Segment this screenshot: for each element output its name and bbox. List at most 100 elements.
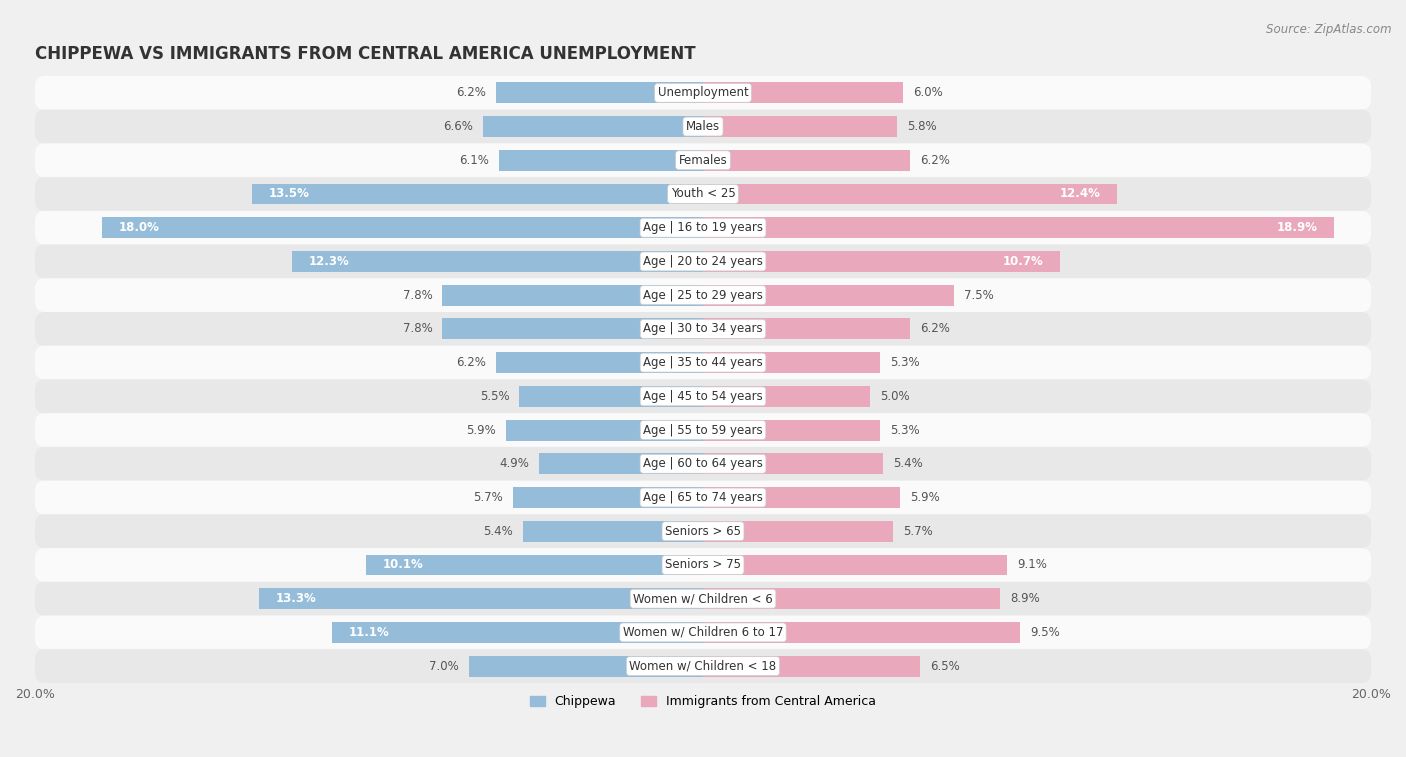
Text: Seniors > 65: Seniors > 65 — [665, 525, 741, 537]
Text: Women w/ Children 6 to 17: Women w/ Children 6 to 17 — [623, 626, 783, 639]
Text: 7.0%: 7.0% — [429, 659, 460, 673]
Text: CHIPPEWA VS IMMIGRANTS FROM CENTRAL AMERICA UNEMPLOYMENT: CHIPPEWA VS IMMIGRANTS FROM CENTRAL AMER… — [35, 45, 696, 64]
FancyBboxPatch shape — [35, 110, 1371, 143]
Text: Source: ZipAtlas.com: Source: ZipAtlas.com — [1267, 23, 1392, 36]
FancyBboxPatch shape — [35, 615, 1371, 650]
Bar — [703, 285, 953, 306]
Bar — [523, 521, 703, 542]
FancyBboxPatch shape — [35, 346, 1371, 379]
FancyBboxPatch shape — [35, 514, 1371, 548]
Text: 5.0%: 5.0% — [880, 390, 910, 403]
Bar — [703, 419, 880, 441]
Text: Age | 20 to 24 years: Age | 20 to 24 years — [643, 255, 763, 268]
FancyBboxPatch shape — [35, 582, 1371, 615]
Text: Age | 55 to 59 years: Age | 55 to 59 years — [643, 424, 763, 437]
FancyBboxPatch shape — [35, 177, 1371, 211]
Bar — [482, 116, 703, 137]
Bar — [470, 656, 703, 677]
Text: 12.3%: 12.3% — [309, 255, 350, 268]
Text: Youth < 25: Youth < 25 — [671, 188, 735, 201]
Text: 5.3%: 5.3% — [890, 356, 920, 369]
Text: 18.9%: 18.9% — [1277, 221, 1317, 234]
FancyBboxPatch shape — [35, 76, 1371, 110]
Text: Age | 25 to 29 years: Age | 25 to 29 years — [643, 288, 763, 301]
Text: 5.7%: 5.7% — [904, 525, 934, 537]
Text: 7.5%: 7.5% — [963, 288, 993, 301]
FancyBboxPatch shape — [35, 245, 1371, 279]
Bar — [703, 217, 1334, 238]
Bar — [703, 150, 910, 171]
Text: Age | 60 to 64 years: Age | 60 to 64 years — [643, 457, 763, 470]
Bar — [703, 588, 1000, 609]
Text: 18.0%: 18.0% — [118, 221, 159, 234]
FancyBboxPatch shape — [35, 650, 1371, 683]
Bar — [703, 487, 900, 508]
Text: Unemployment: Unemployment — [658, 86, 748, 99]
Bar — [703, 251, 1060, 272]
Bar — [443, 285, 703, 306]
Bar — [703, 521, 893, 542]
Bar — [292, 251, 703, 272]
Text: 10.7%: 10.7% — [1002, 255, 1043, 268]
Bar — [703, 183, 1118, 204]
Text: 5.4%: 5.4% — [893, 457, 924, 470]
Bar — [332, 622, 703, 643]
Text: Women w/ Children < 6: Women w/ Children < 6 — [633, 592, 773, 605]
Text: 5.9%: 5.9% — [910, 491, 939, 504]
FancyBboxPatch shape — [35, 413, 1371, 447]
FancyBboxPatch shape — [35, 279, 1371, 312]
FancyBboxPatch shape — [35, 548, 1371, 582]
Bar — [252, 183, 703, 204]
FancyBboxPatch shape — [35, 312, 1371, 346]
Text: 5.4%: 5.4% — [482, 525, 513, 537]
Bar — [703, 622, 1021, 643]
Text: 13.3%: 13.3% — [276, 592, 316, 605]
Bar — [101, 217, 703, 238]
Bar — [703, 656, 920, 677]
Bar — [703, 116, 897, 137]
Text: Males: Males — [686, 120, 720, 133]
Text: 7.8%: 7.8% — [402, 322, 433, 335]
Bar — [506, 419, 703, 441]
Bar — [496, 83, 703, 103]
Text: 6.0%: 6.0% — [914, 86, 943, 99]
FancyBboxPatch shape — [35, 481, 1371, 514]
Text: Age | 35 to 44 years: Age | 35 to 44 years — [643, 356, 763, 369]
Text: Females: Females — [679, 154, 727, 167]
Text: Women w/ Children < 18: Women w/ Children < 18 — [630, 659, 776, 673]
Text: Seniors > 75: Seniors > 75 — [665, 559, 741, 572]
Text: 6.2%: 6.2% — [920, 322, 950, 335]
Bar — [540, 453, 703, 474]
Bar — [259, 588, 703, 609]
Bar — [513, 487, 703, 508]
Bar — [703, 386, 870, 407]
Bar — [703, 352, 880, 373]
Text: 5.3%: 5.3% — [890, 424, 920, 437]
Text: Age | 45 to 54 years: Age | 45 to 54 years — [643, 390, 763, 403]
Bar — [703, 83, 904, 103]
Text: Age | 16 to 19 years: Age | 16 to 19 years — [643, 221, 763, 234]
Bar — [519, 386, 703, 407]
Bar — [366, 555, 703, 575]
FancyBboxPatch shape — [35, 447, 1371, 481]
Text: 6.5%: 6.5% — [931, 659, 960, 673]
Text: 6.2%: 6.2% — [456, 86, 486, 99]
Text: 5.8%: 5.8% — [907, 120, 936, 133]
Text: 7.8%: 7.8% — [402, 288, 433, 301]
Text: 12.4%: 12.4% — [1060, 188, 1101, 201]
Text: 5.7%: 5.7% — [472, 491, 502, 504]
Text: 10.1%: 10.1% — [382, 559, 423, 572]
Legend: Chippewa, Immigrants from Central America: Chippewa, Immigrants from Central Americ… — [524, 690, 882, 713]
Text: 5.5%: 5.5% — [479, 390, 509, 403]
Text: 6.2%: 6.2% — [456, 356, 486, 369]
Text: 4.9%: 4.9% — [499, 457, 529, 470]
Text: 9.5%: 9.5% — [1031, 626, 1060, 639]
Text: 8.9%: 8.9% — [1011, 592, 1040, 605]
Bar — [703, 453, 883, 474]
Text: 6.2%: 6.2% — [920, 154, 950, 167]
Bar — [499, 150, 703, 171]
FancyBboxPatch shape — [35, 211, 1371, 245]
Bar — [703, 319, 910, 339]
FancyBboxPatch shape — [35, 143, 1371, 177]
Text: Age | 30 to 34 years: Age | 30 to 34 years — [643, 322, 763, 335]
